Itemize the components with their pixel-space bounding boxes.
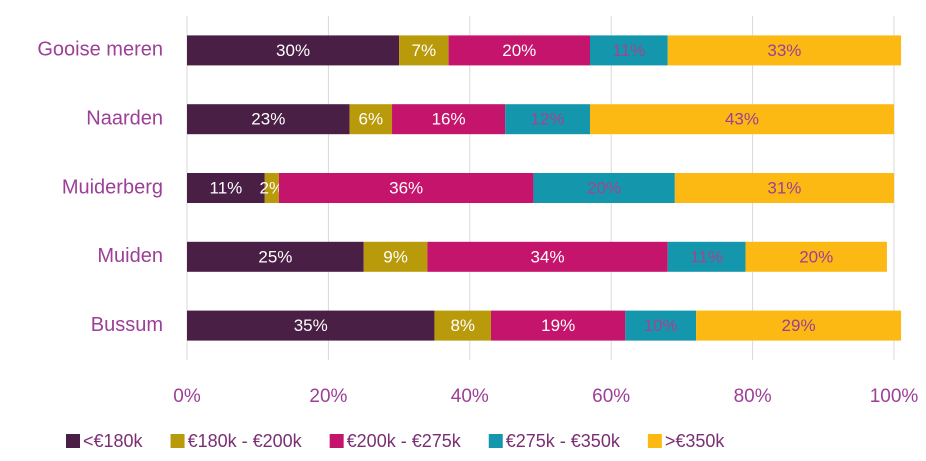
- bar-segment: [427, 241, 668, 272]
- legend-label: €200k - €275k: [347, 431, 462, 451]
- x-tick-label: 80%: [734, 386, 772, 407]
- data-label: 30%: [276, 41, 310, 60]
- data-label: 25%: [258, 247, 292, 266]
- x-tick-label: 0%: [173, 386, 201, 407]
- data-label: 43%: [725, 110, 759, 129]
- x-tick-label: 100%: [870, 386, 919, 407]
- bar-segment: [589, 35, 668, 66]
- y-tick-label: Bussum: [91, 314, 163, 336]
- bar-segment: [349, 104, 393, 135]
- legend-label: <€180k: [83, 431, 144, 451]
- bar-segment: [399, 35, 449, 66]
- bar-segment: [589, 104, 894, 135]
- data-label: 16%: [432, 110, 466, 129]
- legend-label: €180k - €200k: [188, 431, 303, 451]
- bar-segment: [363, 241, 428, 272]
- bar-segment: [667, 35, 902, 66]
- data-label: 33%: [767, 41, 801, 60]
- y-tick-label: Muiden: [97, 245, 163, 267]
- x-tick-label: 60%: [592, 386, 630, 407]
- data-label: 23%: [251, 110, 285, 129]
- bar-segment: [392, 104, 506, 135]
- data-label: 20%: [502, 41, 536, 60]
- bar-segment: [696, 310, 902, 341]
- data-label: 8%: [450, 316, 475, 335]
- bar-segment: [278, 173, 534, 203]
- bar-segment: [187, 35, 400, 66]
- data-label: 9%: [383, 247, 408, 266]
- bar-segment: [674, 173, 894, 203]
- y-tick-label: Naarden: [86, 107, 163, 129]
- data-label: 29%: [782, 316, 816, 335]
- bar-segment: [264, 173, 279, 203]
- bar-segment: [187, 104, 350, 135]
- data-label: 20%: [799, 247, 833, 266]
- bar-segment: [187, 241, 364, 272]
- data-label: 34%: [531, 247, 565, 266]
- bar-segment: [667, 241, 746, 272]
- bar-segment: [625, 310, 697, 341]
- bar-segment: [491, 310, 626, 341]
- data-label: 11%: [690, 247, 723, 266]
- data-label: 31%: [767, 178, 801, 197]
- data-label: 19%: [541, 316, 575, 335]
- legend-swatch: [647, 434, 662, 448]
- bar-segment: [434, 310, 492, 341]
- data-label: 20%: [587, 178, 621, 197]
- data-label: 2%: [260, 178, 285, 197]
- bar-segment: [187, 310, 435, 341]
- data-label: 12%: [531, 110, 565, 129]
- data-label: 10%: [644, 316, 678, 335]
- y-tick-label: Muiderberg: [62, 176, 163, 198]
- legend-swatch: [329, 434, 344, 448]
- legend-label: >€350k: [665, 431, 726, 451]
- data-label: 11%: [210, 178, 243, 197]
- data-label: 6%: [359, 110, 384, 129]
- data-label: 11%: [612, 41, 645, 60]
- x-tick-label: 40%: [451, 386, 489, 407]
- bar-segment: [533, 173, 675, 203]
- data-label: 7%: [412, 41, 437, 60]
- bar-segment: [187, 173, 265, 203]
- legend-label: €275k - €350k: [506, 431, 621, 451]
- legend-swatch: [488, 434, 503, 448]
- legend-swatch: [66, 434, 80, 448]
- legend-swatch: [170, 434, 185, 448]
- data-label: 35%: [294, 316, 328, 335]
- y-tick-label: Gooise meren: [37, 39, 163, 61]
- x-tick-label: 20%: [309, 386, 347, 407]
- bar-segment: [505, 104, 590, 135]
- bar-segment: [745, 241, 887, 272]
- bar-segment: [448, 35, 590, 66]
- data-label: 36%: [389, 178, 423, 197]
